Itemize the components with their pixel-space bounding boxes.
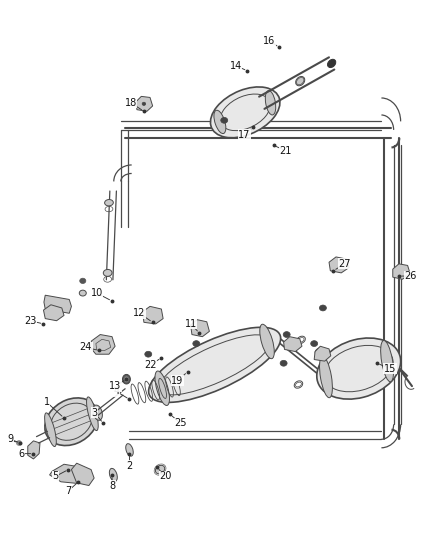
Polygon shape	[28, 441, 40, 459]
Text: 12: 12	[133, 308, 146, 318]
Ellipse shape	[283, 332, 290, 337]
Text: 18: 18	[125, 98, 137, 108]
Text: 23: 23	[24, 316, 36, 326]
Text: 24: 24	[80, 342, 92, 352]
Ellipse shape	[381, 341, 393, 382]
Polygon shape	[143, 306, 163, 324]
Ellipse shape	[93, 405, 102, 421]
Text: 20: 20	[159, 472, 172, 481]
Ellipse shape	[148, 327, 281, 402]
Polygon shape	[136, 96, 152, 111]
Ellipse shape	[265, 91, 276, 115]
Ellipse shape	[155, 465, 165, 474]
Polygon shape	[44, 295, 71, 313]
Ellipse shape	[320, 357, 332, 398]
Ellipse shape	[124, 376, 129, 382]
Text: 1: 1	[43, 397, 49, 407]
Text: 5: 5	[52, 472, 58, 481]
Polygon shape	[284, 337, 302, 352]
Text: 6: 6	[18, 449, 25, 458]
Text: 16: 16	[263, 36, 276, 45]
Text: 3: 3	[92, 408, 98, 418]
Ellipse shape	[145, 351, 152, 357]
Ellipse shape	[45, 398, 98, 446]
Text: 9: 9	[7, 434, 14, 445]
Ellipse shape	[317, 338, 401, 399]
Ellipse shape	[328, 59, 336, 68]
Text: 13: 13	[109, 381, 121, 391]
Ellipse shape	[311, 341, 318, 346]
Text: 11: 11	[184, 319, 197, 329]
Text: 4: 4	[113, 386, 120, 397]
Text: 26: 26	[404, 271, 417, 281]
Polygon shape	[90, 335, 115, 354]
Ellipse shape	[142, 102, 146, 106]
Ellipse shape	[211, 87, 280, 138]
Polygon shape	[393, 264, 410, 279]
Polygon shape	[71, 463, 94, 486]
Polygon shape	[329, 257, 349, 273]
Text: 21: 21	[279, 146, 292, 156]
Polygon shape	[43, 305, 64, 321]
Ellipse shape	[110, 469, 117, 481]
Polygon shape	[191, 320, 209, 337]
Ellipse shape	[296, 76, 305, 86]
Ellipse shape	[79, 290, 86, 296]
Ellipse shape	[221, 117, 228, 123]
Ellipse shape	[103, 269, 112, 276]
Text: 17: 17	[238, 130, 251, 140]
Ellipse shape	[105, 199, 113, 206]
Text: 27: 27	[339, 259, 351, 269]
Text: 10: 10	[91, 288, 103, 298]
Text: 7: 7	[65, 486, 71, 496]
Ellipse shape	[123, 374, 131, 384]
Text: 8: 8	[109, 481, 115, 490]
Ellipse shape	[155, 371, 170, 406]
Ellipse shape	[214, 110, 226, 134]
Ellipse shape	[260, 324, 274, 359]
Ellipse shape	[280, 360, 287, 366]
Text: 19: 19	[171, 376, 184, 386]
Text: 22: 22	[144, 360, 156, 370]
Ellipse shape	[80, 278, 86, 284]
Polygon shape	[314, 346, 331, 361]
Text: 15: 15	[384, 364, 396, 374]
Text: 25: 25	[174, 418, 187, 429]
Text: 2: 2	[127, 461, 133, 471]
Ellipse shape	[45, 413, 57, 447]
Ellipse shape	[126, 443, 133, 456]
Ellipse shape	[319, 305, 326, 311]
Ellipse shape	[87, 397, 98, 431]
Text: 14: 14	[230, 61, 242, 70]
Ellipse shape	[193, 341, 200, 346]
Polygon shape	[49, 464, 86, 483]
Ellipse shape	[16, 441, 21, 446]
